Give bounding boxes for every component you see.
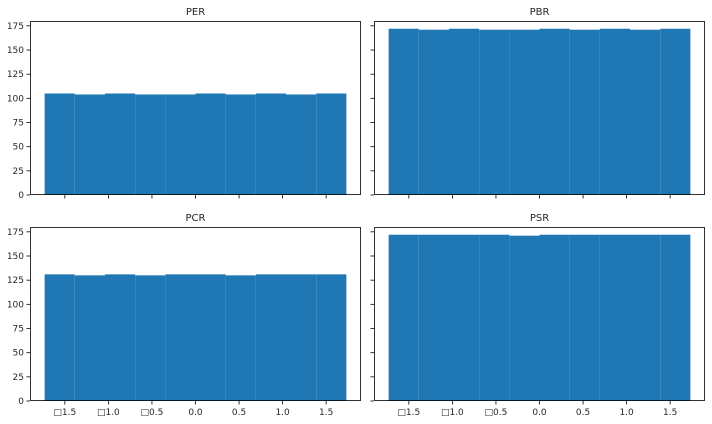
histogram-bar [418, 29, 449, 196]
y-tick-label: 50 [13, 349, 25, 359]
histogram-bar [448, 28, 480, 195]
y-axis [370, 25, 374, 196]
histogram-bar [418, 234, 449, 401]
x-tick-label: □1.0 [97, 408, 120, 418]
histogram-bar [479, 29, 510, 196]
histogram-bar [44, 93, 75, 195]
subplot-per: PER 0 25 50 75 100 125 150 175 [7, 7, 361, 201]
histogram-bar [104, 274, 136, 401]
histogram-bar [448, 234, 480, 401]
subplot-title: PSR [530, 213, 549, 224]
y-tick-label: 175 [7, 228, 24, 238]
histogram-bar [286, 94, 317, 195]
bar-series [388, 234, 691, 401]
x-tick-label: 0.5 [576, 408, 590, 418]
x-tick-label: 0.0 [188, 408, 203, 418]
y-tick-label: 25 [13, 167, 24, 177]
x-tick-label: □0.5 [141, 408, 164, 418]
histogram-bar [599, 28, 631, 195]
histogram-bar [195, 93, 226, 195]
histogram-bar [255, 93, 287, 195]
histogram-bar [104, 93, 136, 195]
histogram-bar [74, 275, 105, 401]
histogram-bar [286, 274, 317, 401]
histogram-bar [630, 234, 661, 401]
y-axis: 0 25 50 75 100 125 150 175 [7, 22, 30, 201]
histogram-bar [388, 28, 419, 195]
histogram-bar [660, 234, 691, 401]
x-tick-label: □0.5 [485, 408, 508, 418]
x-axis: □1.5 □1.0 □0.5 0.0 0.5 1.0 1.5 [397, 401, 677, 418]
subplot-title: PCR [186, 213, 206, 224]
y-tick-label: 75 [13, 119, 24, 129]
subplot-title: PBR [530, 7, 550, 18]
x-tick-label: 0.5 [232, 408, 246, 418]
histogram-bar [225, 275, 256, 401]
y-tick-label: 150 [7, 46, 24, 56]
y-tick-label: 75 [13, 325, 24, 335]
histogram-bar [539, 28, 570, 195]
y-tick-label: 100 [7, 94, 24, 104]
histogram-bar [509, 29, 540, 196]
histogram-bar [569, 234, 600, 401]
bar-series [388, 28, 691, 196]
subplot-grid: PER 0 25 50 75 100 125 150 175 PBR PCR 0 25 50 75 100 12… [7, 7, 705, 418]
y-axis: 0 25 50 75 100 125 150 175 [7, 228, 30, 407]
subplot-pbr: PBR [370, 7, 705, 199]
x-tick-label: □1.0 [441, 408, 464, 418]
histogram-bar [539, 234, 570, 401]
histogram-bar [509, 235, 540, 401]
subplot-pcr: PCR 0 25 50 75 100 125 150 175 □1.5 □1.0 □0.5 0.0 0.5… [7, 213, 361, 418]
y-tick-label: 50 [13, 143, 25, 153]
x-tick-label: 1.0 [275, 408, 290, 418]
y-tick-label: 125 [7, 70, 24, 80]
x-axis [408, 195, 671, 199]
axes-frame [30, 21, 361, 195]
y-tick-label: 125 [7, 276, 24, 286]
histogram-bar [630, 29, 661, 196]
bar-series [44, 93, 347, 195]
y-tick-label: 0 [18, 397, 24, 407]
histogram-bar [135, 94, 166, 195]
x-tick-label: 1.0 [619, 408, 634, 418]
axes-frame [374, 21, 705, 195]
subplot-title: PER [186, 7, 205, 18]
x-tick-label: □1.5 [53, 408, 76, 418]
histogram-bar [135, 275, 166, 401]
y-tick-label: 100 [7, 300, 24, 310]
histogram-bar [316, 274, 347, 401]
x-axis: □1.5 □1.0 □0.5 0.0 0.5 1.0 1.5 [53, 401, 333, 418]
y-tick-label: 0 [18, 191, 24, 201]
histogram-bar [165, 94, 196, 195]
histogram-bar [74, 94, 105, 195]
axes-frame [30, 227, 361, 401]
histogram-bar [479, 234, 510, 401]
histogram-bar [165, 274, 196, 401]
histogram-bar [388, 234, 419, 401]
histogram-bar [44, 274, 75, 401]
bar-series [44, 274, 347, 401]
y-tick-label: 175 [7, 22, 24, 32]
axes-frame [374, 227, 705, 401]
y-tick-label: 25 [13, 373, 24, 383]
x-tick-label: □1.5 [397, 408, 420, 418]
y-tick-label: 150 [7, 252, 24, 262]
histogram-bar [225, 94, 256, 195]
histogram-bar [660, 28, 691, 195]
histogram-bar [195, 274, 226, 401]
x-tick-label: 0.0 [532, 408, 547, 418]
histogram-bar [599, 234, 631, 401]
histogram-bar [569, 29, 600, 196]
histogram-bar [316, 93, 347, 195]
histogram-bar [255, 274, 287, 401]
x-axis [64, 195, 327, 199]
x-tick-label: 1.5 [319, 408, 333, 418]
y-axis [370, 231, 374, 402]
subplot-psr: PSR □1.5 □1.0 □0.5 0.0 0.5 1.0 1.5 [370, 213, 705, 418]
x-tick-label: 1.5 [663, 408, 677, 418]
